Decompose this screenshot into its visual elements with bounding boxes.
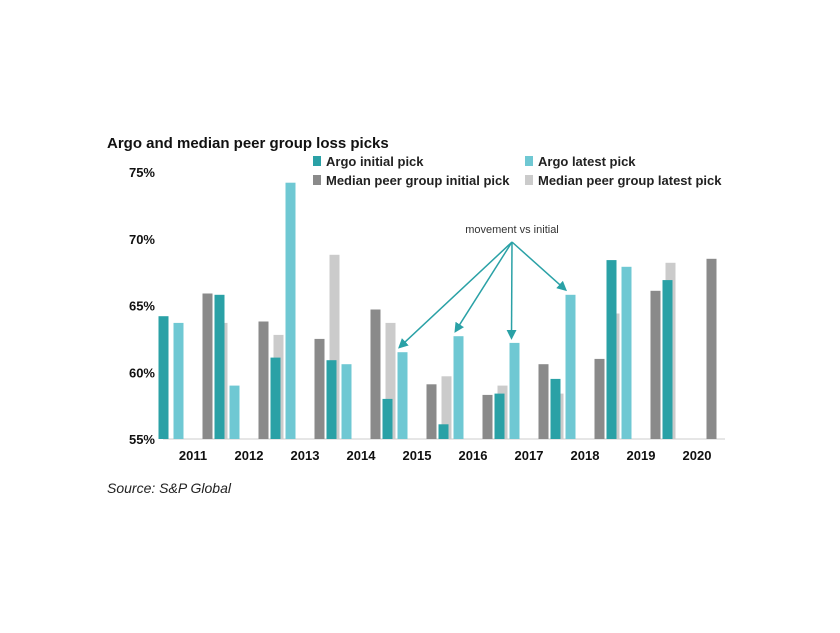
legend-label: Argo initial pick	[326, 154, 424, 169]
bar	[270, 357, 281, 439]
annotation: movement vs initial	[398, 224, 567, 349]
annotation-label: movement vs initial	[465, 224, 559, 236]
bar	[214, 294, 225, 439]
bar	[594, 358, 605, 439]
y-tick-label: 75%	[129, 165, 155, 180]
bar	[397, 352, 408, 439]
legend: Argo initial pick Argo latest pick Median …	[313, 154, 722, 188]
source-note: Source: S&P Global	[107, 480, 232, 496]
legend-swatch	[525, 156, 533, 166]
x-axis: 2011 2012 2013 2014 2015 2016 2017 2018 2019 2020	[179, 448, 712, 463]
bar	[482, 394, 493, 439]
annotation-arrow	[506, 241, 517, 340]
bar	[258, 321, 269, 439]
bar	[441, 376, 452, 439]
bar	[494, 393, 505, 439]
x-tick-label: 2019	[627, 448, 656, 463]
bar	[426, 384, 437, 439]
bar	[382, 398, 393, 439]
bar	[538, 364, 549, 439]
legend-swatch	[525, 175, 533, 185]
bar	[662, 280, 673, 439]
bar	[370, 309, 381, 439]
legend-label: Median peer group initial pick	[326, 173, 510, 188]
bar	[202, 293, 213, 439]
bar	[385, 322, 396, 439]
bar	[606, 260, 617, 439]
bar	[438, 424, 449, 439]
x-tick-label: 2018	[571, 448, 600, 463]
y-tick-label: 65%	[129, 299, 155, 314]
chart-title: Argo and median peer group loss picks	[107, 135, 389, 152]
legend-label: Argo latest pick	[538, 154, 636, 169]
bars	[158, 182, 717, 439]
y-tick-label: 70%	[129, 232, 155, 247]
bar	[158, 316, 169, 439]
annotation-arrow	[454, 241, 513, 333]
bar	[173, 322, 184, 439]
bar	[621, 266, 632, 439]
bar	[509, 342, 520, 439]
y-tick-label: 60%	[129, 365, 155, 380]
bar	[314, 338, 325, 439]
x-tick-label: 2013	[291, 448, 320, 463]
bar	[565, 294, 576, 439]
bar	[550, 378, 561, 439]
bar	[229, 385, 240, 439]
x-tick-label: 2012	[235, 448, 264, 463]
legend-swatch	[313, 156, 321, 166]
bar	[285, 182, 296, 439]
x-tick-label: 2014	[347, 448, 377, 463]
bar	[329, 254, 340, 439]
annotation-arrow	[398, 241, 513, 349]
y-tick-label: 55%	[129, 432, 155, 447]
bar	[326, 360, 337, 439]
legend-swatch	[313, 175, 321, 185]
x-tick-label: 2011	[179, 448, 207, 463]
legend-label: Median peer group latest pick	[538, 173, 722, 188]
bar	[706, 258, 717, 439]
y-axis: 55% 60% 65% 70% 75%	[129, 165, 155, 447]
x-tick-label: 2017	[515, 448, 544, 463]
x-tick-label: 2016	[459, 448, 488, 463]
x-tick-label: 2020	[683, 448, 712, 463]
bar	[341, 364, 352, 439]
x-tick-label: 2015	[403, 448, 432, 463]
bar	[453, 336, 464, 439]
annotation-arrow	[511, 241, 567, 292]
bar	[650, 290, 661, 439]
